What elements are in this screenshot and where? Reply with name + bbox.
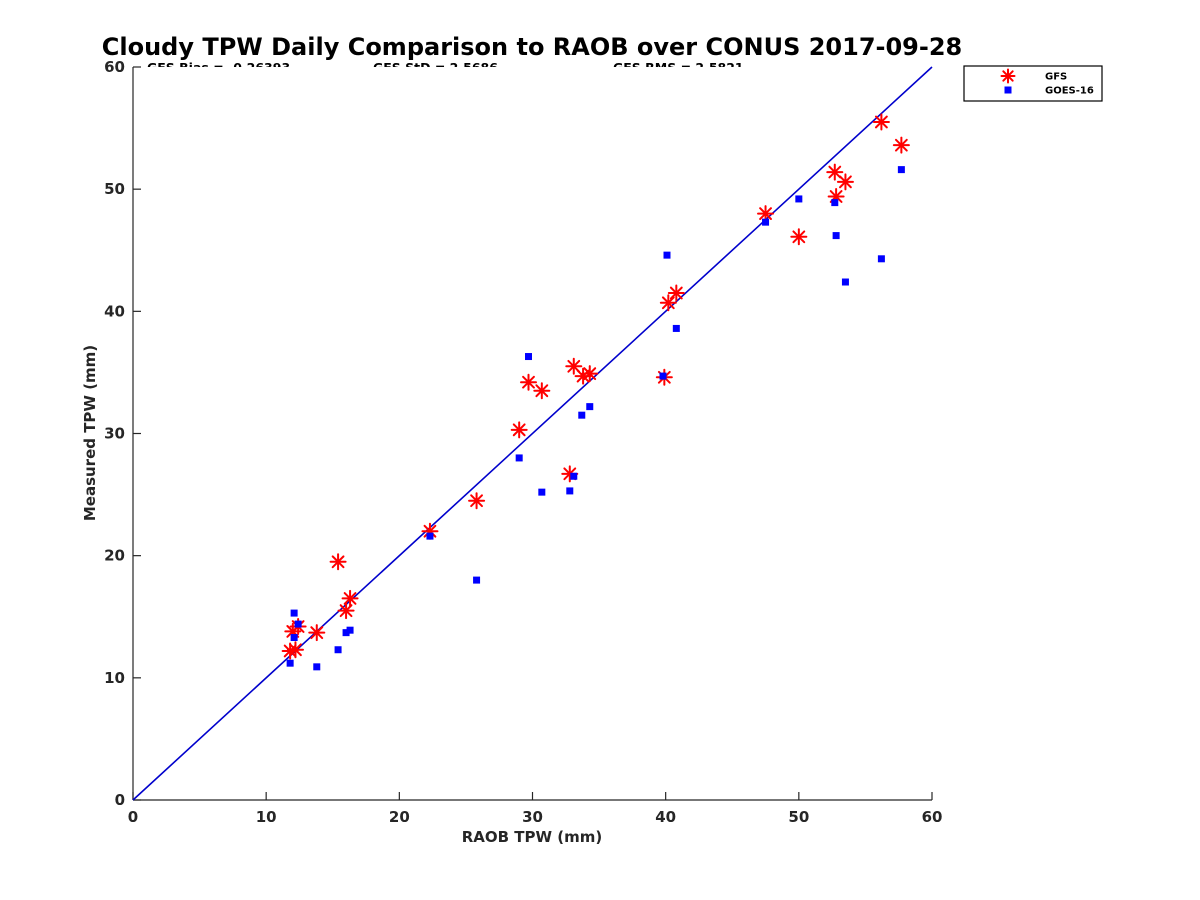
- goes16-point: [578, 411, 586, 419]
- legend-label: GFS: [1045, 72, 1067, 83]
- gfs-point: [836, 173, 854, 191]
- legend-label: GOES-16: [1045, 86, 1094, 97]
- goes16-point: [841, 278, 849, 286]
- y-tick-label: 10: [104, 669, 125, 687]
- gfs-point: [286, 641, 304, 659]
- gfs-point: [510, 421, 528, 439]
- y-tick-label: 0: [115, 791, 125, 809]
- goes16-point: [290, 634, 298, 642]
- one-to-one-line: [132, 66, 933, 801]
- x-tick-label: 60: [922, 808, 943, 826]
- gfs-point: [826, 163, 844, 181]
- goes16-point: [672, 324, 680, 332]
- goes16-point: [897, 166, 905, 174]
- gfs-point: [872, 113, 890, 131]
- legend: GFS GOES-16: [963, 65, 1103, 102]
- goes16-point: [831, 199, 839, 207]
- goes16-point: [515, 454, 523, 462]
- y-tick-label: 50: [104, 180, 125, 198]
- goes16-point: [473, 576, 481, 584]
- chart-title: Cloudy TPW Daily Comparison to RAOB over…: [102, 33, 962, 61]
- goes16-point: [762, 218, 770, 226]
- goes16-point: [334, 646, 342, 654]
- y-tick-label: 60: [104, 58, 125, 76]
- gfs-point: [892, 136, 910, 154]
- x-tick-label: 10: [256, 808, 277, 826]
- goes16-point: [426, 532, 434, 540]
- y-tick-label: 40: [104, 302, 125, 320]
- gfs-point: [659, 294, 677, 312]
- legend-box: [963, 65, 1103, 102]
- x-tick-label: 50: [788, 808, 809, 826]
- y-tick-label: 30: [104, 425, 125, 443]
- goes16-point: [525, 353, 533, 361]
- goes16-point: [570, 472, 578, 480]
- x-axis-label: RAOB TPW (mm): [462, 828, 603, 846]
- x-tick-label: 40: [655, 808, 676, 826]
- gfs-point: [308, 624, 326, 642]
- x-tick-label: 30: [522, 808, 543, 826]
- goes16-point: [290, 609, 298, 617]
- goes16-point: [566, 487, 574, 495]
- gfs-point: [341, 589, 359, 607]
- goes16-point: [832, 232, 840, 240]
- x-tick-label: 0: [128, 808, 138, 826]
- goes16-point: [313, 663, 321, 671]
- goes16-point: [346, 626, 354, 634]
- goes16-point: [286, 659, 294, 667]
- legend-gfs-marker: [1000, 68, 1016, 84]
- data-points: [281, 113, 910, 671]
- goes16-point: [877, 255, 885, 263]
- axes: 0 10 20 30 40 50 60 0 10 20 30 40 50 60: [104, 58, 942, 826]
- gfs-point: [667, 284, 685, 302]
- y-tick-label: 20: [104, 547, 125, 565]
- y-axis-label: Measured TPW (mm): [81, 345, 99, 521]
- goes16-point: [586, 403, 594, 411]
- goes16-point: [795, 195, 803, 203]
- goes16-point: [663, 251, 671, 259]
- gfs-point: [533, 382, 551, 400]
- gfs-point: [468, 492, 486, 510]
- goes16-point: [538, 488, 546, 496]
- gfs-point: [329, 553, 347, 571]
- goes16-point: [294, 620, 302, 628]
- gfs-point: [757, 205, 775, 223]
- gfs-point: [790, 228, 808, 246]
- gfs-point: [337, 602, 355, 620]
- gfs-point: [520, 373, 538, 391]
- x-tick-label: 20: [389, 808, 410, 826]
- goes16-point: [659, 372, 667, 380]
- legend-goes16-marker: [1004, 86, 1012, 94]
- gfs-point: [581, 365, 599, 383]
- goes16-point: [342, 629, 350, 637]
